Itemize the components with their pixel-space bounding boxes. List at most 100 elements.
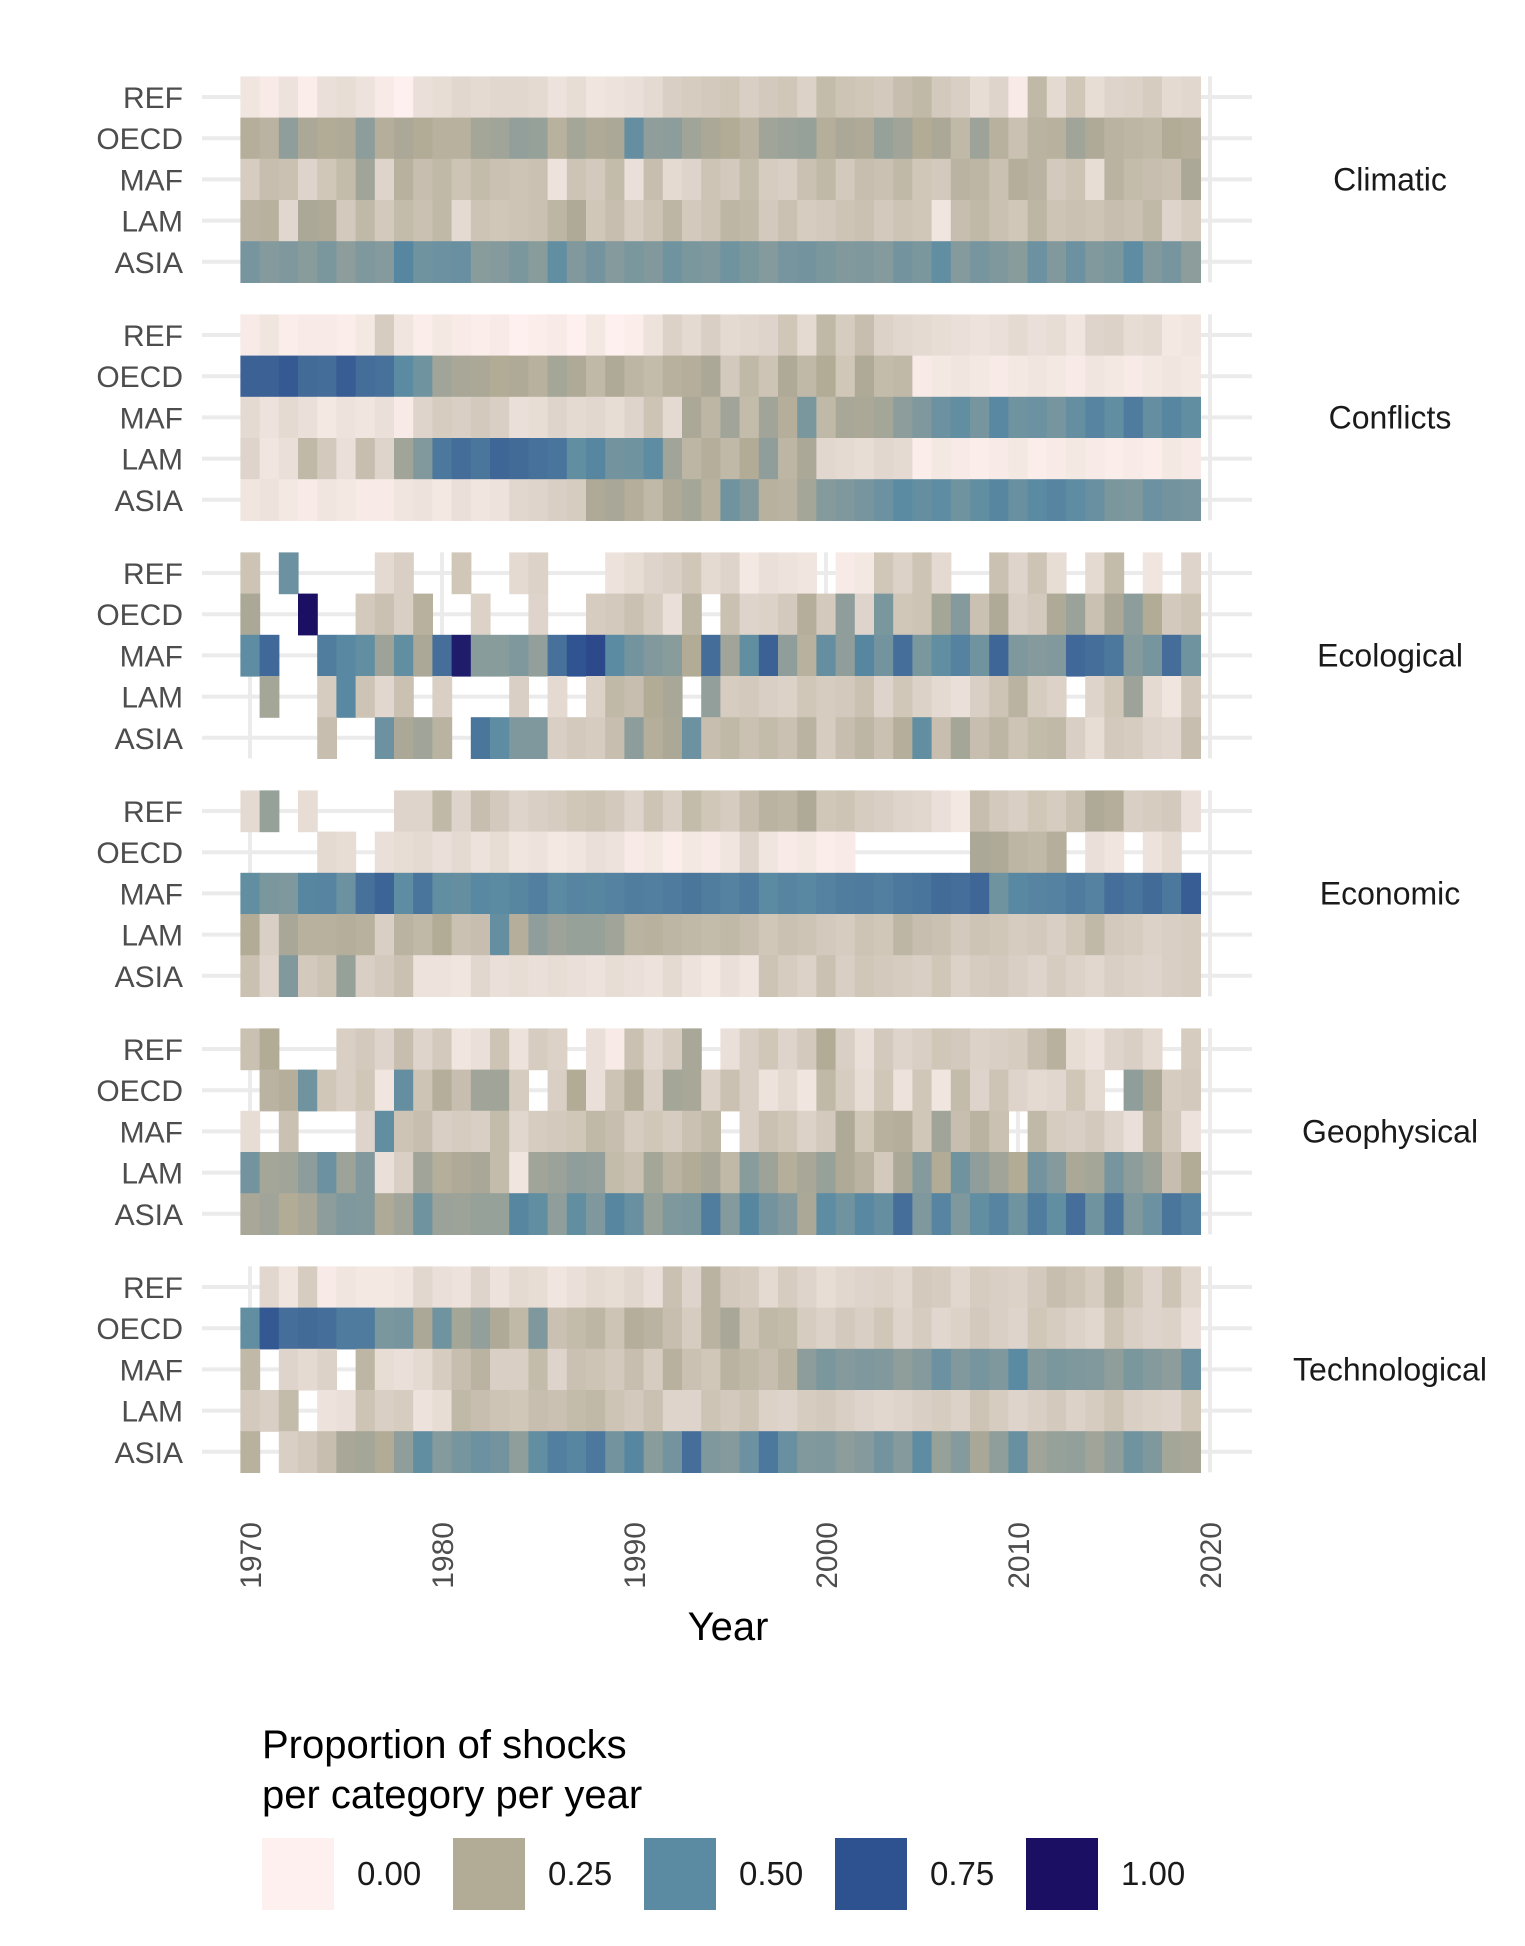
heatmap-cell: [1085, 593, 1105, 636]
heatmap-cell: [528, 1028, 549, 1071]
heatmap-cell: [240, 593, 261, 636]
heatmap-cell: [931, 676, 952, 718]
heatmap-cell: [1046, 1152, 1067, 1194]
heatmap-cell: [470, 200, 491, 242]
heatmap-cell: [413, 158, 433, 201]
heatmap-cell: [490, 1028, 510, 1071]
heatmap-cell: [1162, 158, 1182, 201]
heatmap-cell: [509, 76, 529, 119]
heatmap-cell: [1162, 717, 1182, 759]
heatmap-cell: [1046, 76, 1067, 119]
heatmap-cell: [739, 831, 760, 874]
heatmap-cell: [854, 1348, 875, 1391]
heatmap-cell: [1162, 355, 1182, 398]
y-tick-label: OECD: [96, 123, 183, 156]
heatmap-cell: [413, 1152, 433, 1194]
heatmap-cell: [509, 314, 529, 357]
heatmap-cell: [317, 396, 337, 439]
y-tick-label: REF: [123, 796, 183, 829]
heatmap-cell: [586, 872, 606, 915]
heatmap-cell: [278, 438, 299, 480]
facet-label: Ecological: [1317, 637, 1463, 673]
heatmap-cell: [682, 117, 702, 160]
heatmap-cell: [970, 1307, 990, 1350]
heatmap-cell: [989, 1193, 1009, 1235]
heatmap-cell: [336, 355, 357, 398]
heatmap-cell: [240, 438, 261, 480]
heatmap-cell: [720, 1348, 741, 1391]
heatmap-cell: [989, 117, 1009, 160]
heatmap-cell: [470, 1193, 491, 1235]
heatmap-cell: [1027, 396, 1048, 439]
heatmap-cell: [701, 872, 721, 915]
heatmap-cell: [797, 355, 817, 398]
heatmap-cell: [1123, 396, 1144, 439]
heatmap-cell: [758, 117, 779, 160]
heatmap-cell: [835, 241, 856, 283]
heatmap-cell: [643, 955, 664, 997]
heatmap-cell: [278, 1266, 299, 1309]
heatmap-cell: [1123, 76, 1144, 119]
heatmap-cell: [586, 1348, 606, 1391]
heatmap-cell: [893, 76, 913, 119]
heatmap-cell: [624, 200, 645, 242]
heatmap-cell: [432, 1390, 453, 1432]
heatmap-cell: [662, 790, 683, 833]
heatmap-cell: [336, 396, 357, 439]
heatmap-cell: [374, 479, 395, 521]
heatmap-cell: [835, 593, 856, 636]
heatmap-cell: [739, 634, 760, 677]
heatmap-cell: [816, 438, 837, 480]
y-tick-label: REF: [123, 558, 183, 591]
heatmap-cell: [1181, 676, 1201, 718]
heatmap-cell: [643, 479, 664, 521]
heatmap-cell: [1104, 438, 1125, 480]
heatmap-cell: [528, 1390, 549, 1432]
heatmap-cell: [893, 314, 913, 357]
heatmap-cell: [1162, 117, 1182, 160]
heatmap-cell: [701, 438, 721, 480]
heatmap-cell: [682, 790, 702, 833]
heatmap-cell: [643, 1431, 664, 1473]
heatmap-cell: [1027, 717, 1048, 759]
heatmap-cell: [1008, 396, 1029, 439]
heatmap-cell: [1162, 831, 1182, 874]
heatmap-cell: [547, 1152, 568, 1194]
heatmap-cell: [413, 634, 433, 677]
heatmap-cell: [394, 396, 414, 439]
heatmap-cell: [605, 914, 625, 956]
heatmap-cell: [259, 676, 280, 718]
heatmap-cell: [854, 914, 875, 956]
heatmap-cell: [1123, 955, 1144, 997]
heatmap-cell: [1162, 593, 1182, 636]
heatmap-cell: [1008, 1152, 1029, 1194]
heatmap-cell: [643, 717, 664, 759]
heatmap-cell: [470, 1028, 491, 1071]
heatmap-cell: [586, 1266, 606, 1309]
heatmap-cell: [605, 676, 625, 718]
heatmap-cell: [950, 676, 971, 718]
heatmap-cell: [758, 200, 779, 242]
heatmap-cell: [1085, 355, 1105, 398]
heatmap-cell: [394, 314, 414, 357]
heatmap-cell: [317, 117, 337, 160]
heatmap-cell: [240, 241, 261, 283]
heatmap-cell: [874, 955, 894, 997]
heatmap-cell: [950, 1348, 971, 1391]
heatmap-cell: [950, 438, 971, 480]
heatmap-cell: [739, 396, 760, 439]
x-tick-label: 1970: [235, 1522, 268, 1589]
heatmap-cell: [1123, 1266, 1144, 1309]
heatmap-cell: [586, 676, 606, 718]
heatmap-cell: [547, 1069, 568, 1112]
heatmap-cell: [413, 955, 433, 997]
heatmap-cell: [835, 1152, 856, 1194]
heatmap-cell: [931, 314, 952, 357]
heatmap-cell: [394, 241, 414, 283]
heatmap-cell: [259, 158, 280, 201]
heatmap-cell: [720, 831, 741, 874]
heatmap-cell: [336, 831, 357, 874]
heatmap-cell: [336, 1431, 357, 1473]
heatmap-cell: [1181, 717, 1201, 759]
heatmap-cell: [624, 1193, 645, 1235]
